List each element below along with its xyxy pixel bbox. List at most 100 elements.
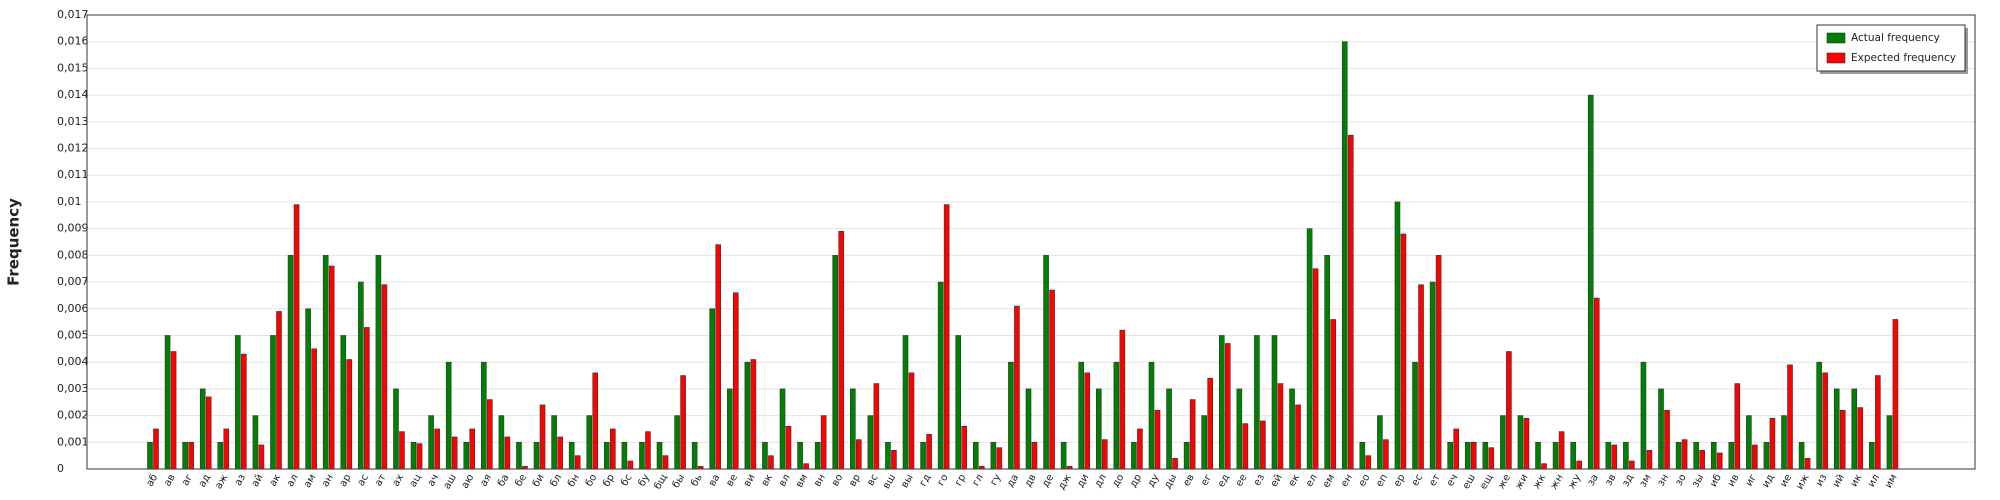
bar: [978, 466, 985, 470]
x-tick-label: зы: [1690, 473, 1706, 490]
y-tick-label: 0,006: [57, 302, 89, 315]
bar: [1500, 415, 1506, 470]
bar: [1699, 450, 1705, 470]
legend-swatch: [1826, 52, 1846, 64]
bar: [838, 231, 845, 470]
bar: [1629, 460, 1635, 470]
x-tick-label: ил: [1866, 473, 1882, 490]
x-tick-label: бо: [584, 473, 600, 489]
bar: [709, 308, 716, 470]
bar: [1716, 452, 1723, 470]
bar: [943, 204, 950, 470]
x-tick-label: вн: [812, 473, 828, 489]
bar: [662, 455, 669, 470]
x-tick-label: ел: [1304, 473, 1320, 489]
bar: [258, 444, 265, 470]
x-tick-label: аб: [145, 473, 161, 489]
x-tick-label: ие: [1778, 473, 1794, 489]
x-tick-label: дл: [1093, 473, 1109, 490]
x-tick-label: аг: [180, 473, 195, 488]
legend-label: Actual frequency: [1851, 32, 1940, 44]
bar: [1857, 407, 1864, 470]
bar: [1541, 463, 1547, 470]
bar: [1517, 415, 1524, 470]
x-tick-label: бр: [601, 473, 617, 489]
bar: [188, 441, 194, 470]
bar: [1312, 268, 1319, 470]
bar: [1587, 94, 1594, 470]
x-tick-label: ем: [1321, 473, 1337, 490]
bar: [1271, 335, 1278, 470]
bar: [1839, 409, 1846, 470]
bar: [604, 441, 610, 470]
x-tick-label: же: [1496, 473, 1513, 492]
bar: [762, 441, 768, 470]
bar: [522, 466, 528, 470]
bar: [358, 281, 364, 470]
x-tick-label: ва: [707, 473, 723, 489]
x-tick-label: бл: [548, 473, 564, 489]
x-tick-label: бу: [637, 472, 653, 488]
bar: [1377, 415, 1383, 470]
bar: [639, 441, 645, 470]
bar: [1394, 201, 1401, 470]
bar: [1025, 388, 1032, 470]
x-tick-label: ба: [496, 473, 512, 489]
bar: [1084, 372, 1091, 470]
x-tick-label: ве: [724, 473, 740, 489]
bar: [568, 441, 575, 470]
x-tick-label: дв: [1023, 472, 1039, 489]
bar: [381, 284, 388, 470]
bar: [205, 396, 212, 470]
bar: [322, 255, 329, 470]
bar: [1605, 441, 1612, 470]
bar: [955, 335, 962, 470]
bar: [586, 415, 593, 470]
x-tick-label: бс: [619, 473, 634, 489]
x-tick-label: ай: [250, 473, 266, 489]
bar: [1875, 375, 1881, 470]
bar: [680, 375, 686, 470]
x-tick-label: из: [1814, 473, 1829, 489]
y-tick-label: 0,005: [57, 328, 89, 341]
bar: [750, 359, 757, 470]
x-tick-label: ав: [162, 472, 178, 488]
bar: [1763, 441, 1770, 470]
bar: [1306, 228, 1313, 470]
x-tick-label: ах: [391, 472, 407, 488]
bar: [1008, 361, 1014, 470]
x-tick-label: ен: [1339, 473, 1355, 490]
bar: [937, 281, 944, 470]
bar: [1506, 351, 1512, 470]
x-tick-label: бн: [566, 473, 582, 490]
bar: [293, 204, 300, 470]
bar: [1822, 372, 1828, 470]
x-tick-label: вс: [865, 473, 880, 488]
bar: [516, 441, 522, 470]
x-tick-label: иг: [1744, 473, 1759, 489]
bar: [1137, 428, 1143, 470]
bar: [539, 404, 546, 470]
bar: [1798, 441, 1805, 470]
x-tick-label: иб: [1708, 473, 1724, 489]
bar: [1154, 409, 1161, 470]
bar: [1453, 428, 1459, 470]
bar: [498, 415, 505, 470]
x-tick-label: аж: [213, 473, 230, 492]
x-tick-label: иж: [1794, 473, 1811, 492]
x-tick-label: ар: [338, 473, 354, 489]
x-tick-label: ес: [1410, 473, 1425, 489]
y-axis-title: Frequency: [5, 198, 23, 286]
bar: [551, 415, 557, 470]
bar: [1488, 447, 1495, 470]
x-tick-label: ац: [408, 472, 424, 489]
bar: [1728, 441, 1735, 470]
bar: [1295, 404, 1301, 470]
bar: [217, 441, 224, 470]
x-tick-label: гл: [971, 473, 986, 489]
bar: [1611, 444, 1618, 470]
bar: [487, 399, 493, 470]
x-tick-label: ез: [1252, 473, 1267, 488]
bar: [961, 425, 968, 470]
bar: [1746, 415, 1752, 470]
